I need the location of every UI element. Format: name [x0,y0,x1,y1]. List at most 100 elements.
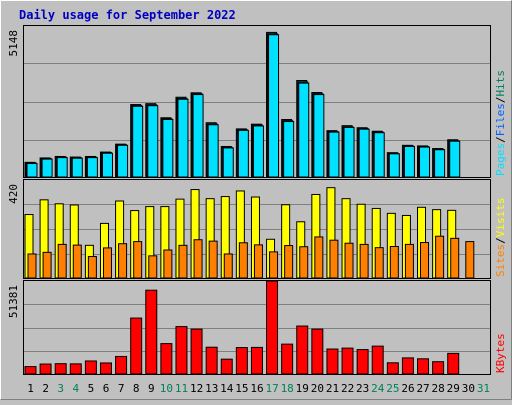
day-label-20: 20 [311,382,324,395]
day-label-25: 25 [386,382,399,395]
day-label-26: 26 [401,382,414,395]
pages-bar-24 [373,132,385,178]
pages-bar-17 [268,34,280,178]
day-label-3: 3 [57,382,64,395]
pages-bar-9 [147,105,159,178]
day-label-8: 8 [133,382,140,395]
kbytes-bar-13 [205,346,218,375]
kbytes-bar-27 [417,358,430,375]
pages-bar-12 [192,94,204,178]
sites-bar-28 [435,235,445,279]
kbytes-bar-15 [235,347,248,375]
pages-bar-1 [26,163,38,178]
day-label-16: 16 [250,382,263,395]
kbytes-bar-8 [130,317,143,375]
kbytes-bar-19 [296,325,309,375]
kbytes-bar-21 [326,348,339,375]
pages-bar-2 [41,158,53,178]
sites-bar-4 [72,244,82,279]
kbytes-bar-5 [84,360,97,375]
day-label-15: 15 [235,382,248,395]
sites-bar-6 [102,247,112,279]
kbytes-bar-3 [54,363,67,375]
kbytes-bar-11 [175,326,188,375]
panel-1-legend-item: Files [494,103,507,136]
pages-bar-28 [434,149,446,178]
sites-bar-3 [57,243,67,279]
pages-bar-7 [117,144,129,178]
day-label-19: 19 [296,382,309,395]
sites-bar-8 [133,241,143,279]
sites-bar-14 [223,253,233,279]
day-label-1: 1 [27,382,34,395]
sites-bar-25 [389,246,399,279]
kbytes-bar-28 [432,361,445,375]
sites-bar-17 [269,251,279,279]
chart-title: Daily usage for September 2022 [19,8,236,22]
kbytes-bar-1 [24,366,37,375]
sites-bar-23 [359,243,369,279]
day-label-30: 30 [462,382,475,395]
pages-bar-4 [71,157,83,178]
panel-3-legend-item: KBytes [494,333,507,373]
panel-1-legend-item: Hits [494,70,507,97]
panel-3-legend: KBytes [494,333,507,373]
sites-bar-5 [87,256,97,279]
day-label-31: 31 [477,382,490,395]
sites-bar-9 [148,255,158,279]
pages-bar-20 [313,94,325,178]
day-label-29: 29 [447,382,460,395]
sites-bar-20 [314,236,324,279]
day-label-27: 27 [416,382,429,395]
pages-bar-10 [162,119,174,178]
kbytes-bar-9 [145,289,158,375]
pages-bar-27 [419,146,431,178]
pages-bar-21 [328,131,340,178]
pages-bar-14 [222,147,234,178]
day-label-2: 2 [42,382,49,395]
day-label-12: 12 [190,382,203,395]
sites-bar-29 [450,237,460,279]
kbytes-bar-18 [281,343,294,375]
day-label-5: 5 [88,382,95,395]
sites-bar-7 [118,243,128,279]
day-label-21: 21 [326,382,339,395]
day-label-18: 18 [281,382,294,395]
pages-bar-8 [132,105,144,178]
sites-bar-18 [284,245,294,279]
pages-bar-26 [403,145,415,178]
sites-bar-19 [299,246,309,279]
kbytes-bar-7 [115,355,128,375]
pages-bar-5 [86,157,98,178]
sites-bar-27 [420,242,430,279]
kbytes-bar-20 [311,328,324,375]
day-label-24: 24 [371,382,385,395]
sites-bar-15 [238,242,248,279]
panel-2-legend-item: Visits [494,198,507,238]
sites-bar-2 [42,251,52,279]
kbytes-bar-10 [160,343,173,375]
sites-bar-1 [27,253,37,279]
panel-1-legend-item: / [494,136,507,143]
kbytes-bar-22 [341,347,354,375]
pages-bar-29 [449,140,461,178]
day-label-11: 11 [175,382,188,395]
sites-bar-13 [208,240,218,279]
day-label-28: 28 [432,382,445,395]
pages-bar-23 [358,128,370,178]
kbytes-bar-23 [356,349,369,375]
kbytes-bar-16 [250,346,263,375]
pages-bar-3 [56,157,68,178]
sites-bar-21 [329,239,339,279]
pages-bar-25 [388,153,400,178]
sites-bar-16 [253,244,263,279]
day-label-7: 7 [118,382,125,395]
day-label-6: 6 [103,382,110,395]
pages-bar-19 [298,82,310,178]
panel-2-legend-item: / [494,237,507,244]
panel-1-ymax-label: 5148 [7,30,20,57]
panel-2-ymax-label: 420 [7,184,20,204]
day-label-23: 23 [356,382,369,395]
